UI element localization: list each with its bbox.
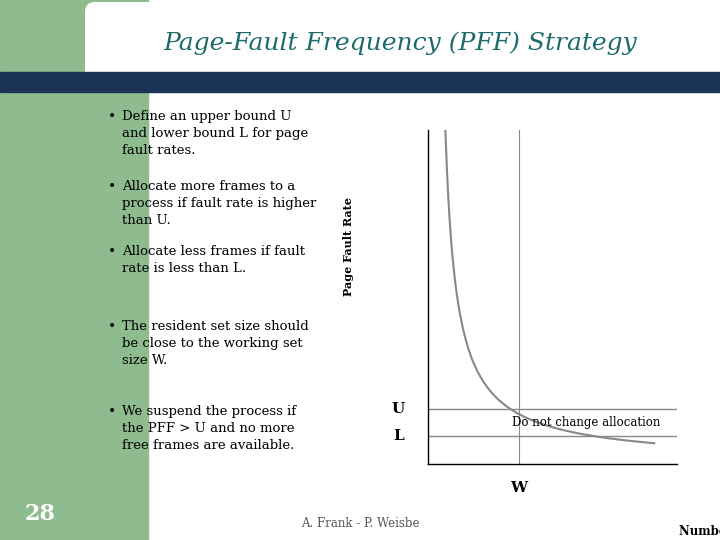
- Text: The resident set size should
be close to the working set
size W.: The resident set size should be close to…: [122, 320, 309, 367]
- FancyBboxPatch shape: [85, 2, 715, 90]
- Text: Page Fault Rate: Page Fault Rate: [343, 197, 354, 296]
- Text: Allocate less frames if fault
rate is less than L.: Allocate less frames if fault rate is le…: [122, 245, 305, 275]
- Text: Do not change allocation: Do not change allocation: [513, 416, 661, 429]
- Bar: [0, 72, 720, 92]
- Text: •: •: [108, 405, 116, 419]
- Text: U: U: [392, 402, 405, 416]
- Text: •: •: [108, 180, 116, 194]
- Text: We suspend the process if
the PFF > U and no more
free frames are available.: We suspend the process if the PFF > U an…: [122, 405, 296, 452]
- Text: Number of
Frames Allocated: Number of Frames Allocated: [657, 525, 720, 540]
- Text: L: L: [393, 429, 404, 443]
- Text: •: •: [108, 245, 116, 259]
- Text: •: •: [108, 320, 116, 334]
- Text: Page-Fault Frequency (PFF) Strategy: Page-Fault Frequency (PFF) Strategy: [163, 31, 637, 55]
- Text: •: •: [108, 110, 116, 124]
- Text: Allocate more frames to a
process if fault rate is higher
than U.: Allocate more frames to a process if fau…: [122, 180, 316, 227]
- Text: W: W: [510, 481, 527, 495]
- Text: A. Frank - P. Weisbe: A. Frank - P. Weisbe: [301, 517, 419, 530]
- Text: 28: 28: [24, 503, 55, 525]
- Text: Define an upper bound U
and lower bound L for page
fault rates.: Define an upper bound U and lower bound …: [122, 110, 308, 157]
- Bar: [0, 0, 148, 540]
